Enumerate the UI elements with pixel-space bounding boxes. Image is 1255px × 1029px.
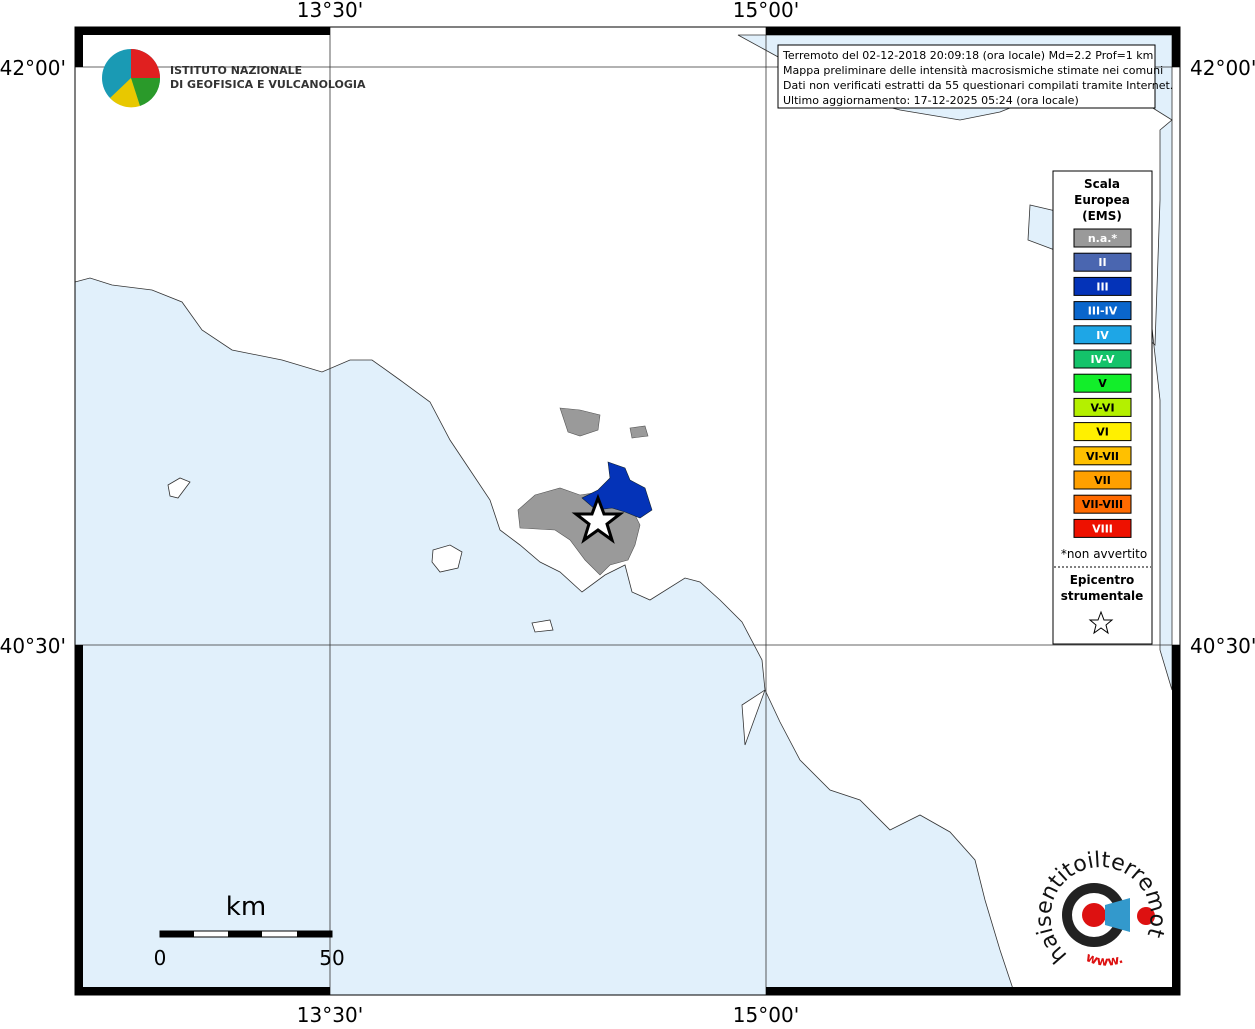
legend-swatch [1073,470,1132,490]
legend-label: V-VI [1090,401,1114,414]
lat-label: 40°30' [1190,634,1255,658]
lat-label: 40°30' [0,634,66,658]
scale-tick: 0 [154,946,167,970]
legend-swatch [1073,446,1132,466]
legend-swatch [1073,301,1132,321]
lon-label: 13°30' [297,0,363,22]
legend-label: VI [1096,426,1109,439]
island [431,544,463,573]
legend-swatch [1073,397,1132,417]
logo-text: DI GEOFISICA E VULCANOLOGIA [170,78,366,91]
legend-title: Scala [1084,177,1120,191]
legend-star [1088,610,1114,635]
legend-label: IV-V [1090,353,1115,366]
site-logo-prefix-path: www. [1083,950,1125,970]
legend-label: III [1096,280,1108,293]
legend-label: VII-VIII [1082,498,1123,511]
legend-label: II [1098,256,1106,269]
legend-epicenter: strumentale [1061,589,1144,603]
legend-label: n.a.* [1088,232,1118,245]
legend-label: III-IV [1088,305,1118,318]
legend-swatch [1073,325,1132,345]
legend-swatch [1073,373,1132,393]
scale-unit: km [226,892,266,922]
legend-swatch [1073,349,1132,369]
legend-title: Europea [1074,193,1130,207]
site-logo-prefix: www. [1083,950,1125,970]
lon-label: 15°00' [733,0,799,22]
info-line: Terremoto del 02-12-2018 20:09:18 (ora l… [782,49,1153,62]
legend-epicenter: Epicentro [1070,573,1135,587]
legend-label: VIII [1092,522,1113,535]
legend-title: (EMS) [1082,209,1122,223]
legend-swatch [1073,422,1132,442]
legend-swatch [1073,228,1132,248]
island [167,477,191,499]
legend-swatch [1073,252,1132,272]
lat-label: 42°00' [1190,56,1255,80]
logo-text: ISTITUTO NAZIONALE [170,64,302,77]
legend-label: VI-VII [1086,450,1119,463]
scale-bar: km 0 50 [154,892,345,970]
info-line: Ultimo aggiornamento: 17-12-2025 05:24 (… [783,94,1079,107]
ingv-logo: ISTITUTO NAZIONALE DI GEOFISICA E VULCAN… [102,49,366,108]
legend-label: V [1098,377,1107,390]
legend-note: *non avvertito [1061,547,1147,561]
legend-swatch [1073,494,1132,514]
lon-label: 15°00' [733,1003,799,1024]
island [531,619,554,633]
frame [74,26,1181,996]
epicenter-star [571,493,625,544]
scale-tick: 50 [319,946,344,970]
intensity-area [517,407,649,576]
info-line: Dati non verificati estratti da 55 quest… [783,79,1173,92]
legend-label: IV [1096,329,1109,342]
info-line: Mappa preliminare delle intensità macros… [783,64,1163,77]
legend-swatch [1073,276,1132,296]
lon-label: 13°30' [297,1003,363,1024]
info-box [777,44,1156,109]
legend-swatch [1073,518,1132,538]
lat-label: 42°00' [0,56,66,80]
legend-label: VII [1094,474,1111,487]
